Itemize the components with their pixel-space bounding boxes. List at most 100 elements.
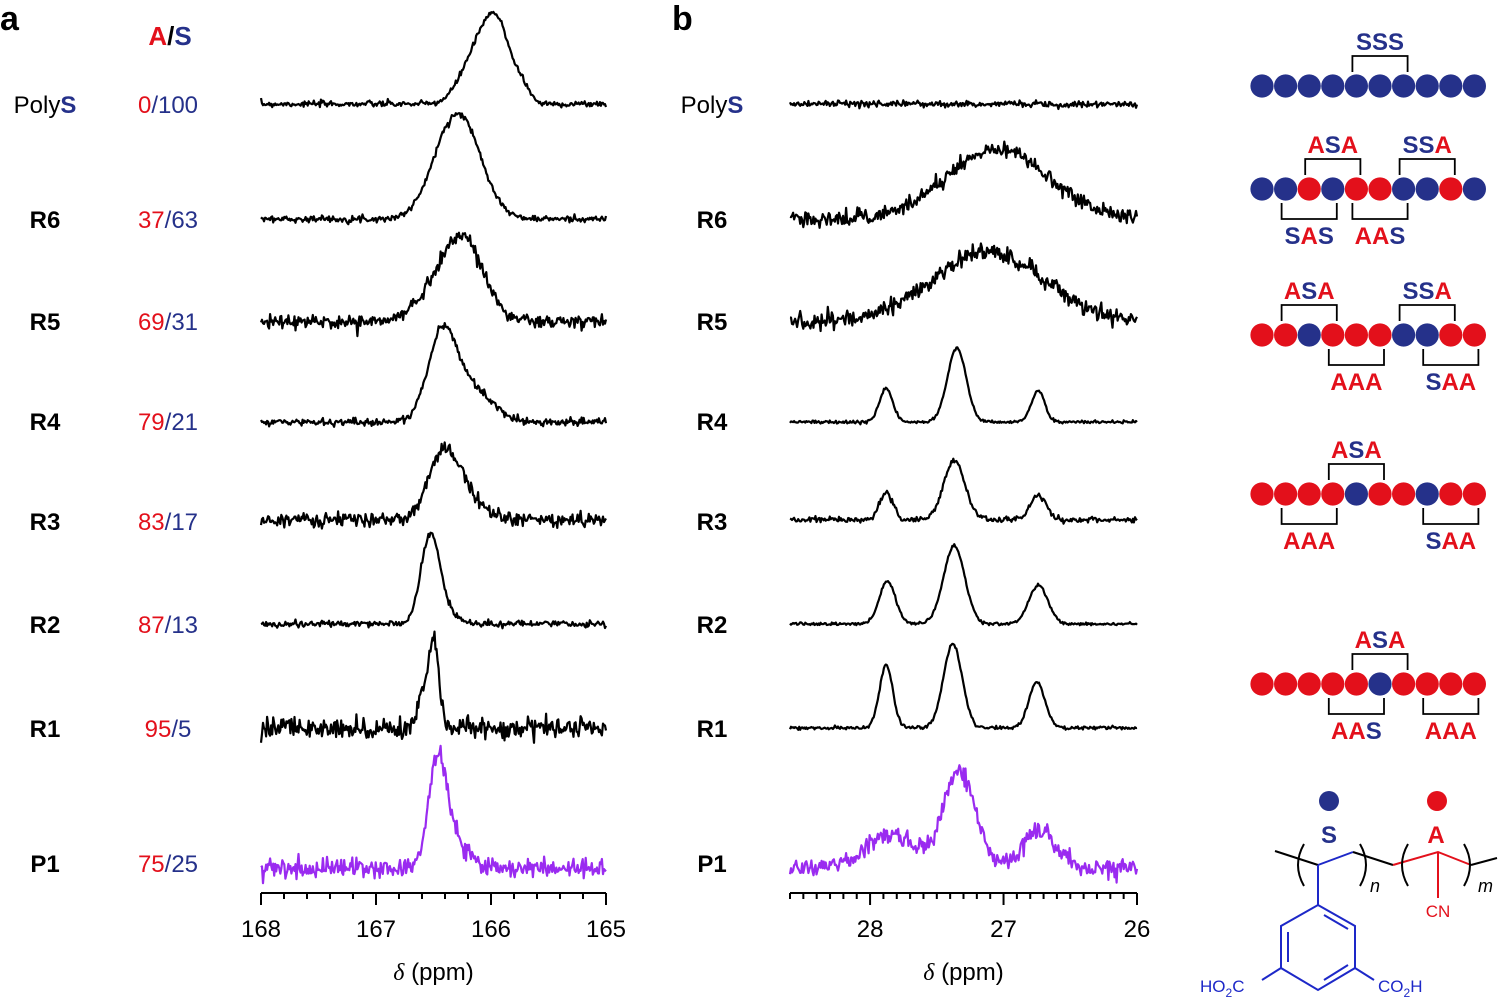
sequence-5: ASA AAS AAA xyxy=(1250,627,1486,745)
sequence-2: ASA SSA SAS AAS xyxy=(1250,132,1486,250)
ring-double-bonds xyxy=(1287,914,1349,981)
a-bead xyxy=(1368,177,1392,201)
triad-label: AAA xyxy=(1425,718,1477,745)
a-bead xyxy=(1297,482,1321,506)
triad-bracket-bottom xyxy=(1280,508,1338,525)
spectrum-b-r4 xyxy=(789,346,1138,426)
triad-bracket-bottom xyxy=(1280,203,1338,220)
sample-label-b-r3: R3 xyxy=(697,509,728,536)
triad-bracket-bottom xyxy=(1422,349,1480,366)
triad-label: ASA xyxy=(1355,627,1406,654)
ratio-p1: 75/25 xyxy=(138,851,198,878)
sample-label-b-r6: R6 xyxy=(697,207,728,234)
a-bead xyxy=(1250,672,1274,696)
ratio-r2: 87/13 xyxy=(138,612,198,639)
s-bead xyxy=(1274,177,1298,201)
x-axis-label-a: δ (ppm) xyxy=(393,959,474,986)
a-bead xyxy=(1439,672,1463,696)
backbone-left-bond xyxy=(1274,850,1319,866)
ratio-r5: 69/31 xyxy=(138,309,198,336)
triad-label: SSS xyxy=(1356,29,1404,56)
triad-label: SSA xyxy=(1403,278,1452,305)
tick-label-a-166: 166 xyxy=(471,916,511,943)
spectrum-a-r5 xyxy=(259,231,608,338)
s-bead xyxy=(1462,177,1486,201)
s-bead xyxy=(1250,177,1274,201)
sequence-1: SSS xyxy=(1250,29,1486,98)
panel-letter-b: b xyxy=(672,0,693,38)
a-bead xyxy=(1344,672,1368,696)
spectrum-a-r6 xyxy=(260,112,608,226)
s-bead xyxy=(1392,323,1416,347)
styrene-backbone-bond xyxy=(1317,851,1354,866)
s-bead xyxy=(1321,177,1345,201)
triad-bracket-bottom xyxy=(1351,203,1409,220)
spectrum-b-r6 xyxy=(789,140,1139,229)
a-bead xyxy=(1250,323,1274,347)
tick-label-b-28: 28 xyxy=(857,916,884,943)
sample-label-b-polys: PolyS xyxy=(681,92,744,119)
s-bead xyxy=(1392,74,1416,98)
s-bead xyxy=(1368,672,1392,696)
a-bead xyxy=(1439,177,1463,201)
s-bead xyxy=(1297,323,1321,347)
sample-label-b-r4: R4 xyxy=(697,409,728,436)
tick-label-b-27: 27 xyxy=(990,916,1017,943)
a-bead xyxy=(1321,672,1345,696)
sample-label-b-r1: R1 xyxy=(697,716,728,743)
sample-label-b-p1: P1 xyxy=(697,851,726,878)
s-bead xyxy=(1321,74,1345,98)
sample-label-b-r5: R5 xyxy=(697,309,728,336)
s-bead xyxy=(1439,74,1463,98)
nitrile-label: CN xyxy=(1426,902,1451,921)
s-monomer-label: S xyxy=(1321,822,1337,849)
sample-label-a-r4: R4 xyxy=(30,409,61,436)
spectrum-a-p1 xyxy=(260,744,607,885)
ratio-header-a: A xyxy=(148,21,167,51)
tick-label-a-168: 168 xyxy=(241,916,281,943)
right-carboxyl-label: CO2H xyxy=(1378,977,1422,1000)
spectrum-b-r5 xyxy=(789,242,1138,333)
spectrum-a-polys xyxy=(259,10,608,109)
repeat-m: m xyxy=(1478,876,1493,896)
ratio-r4: 79/21 xyxy=(138,409,198,436)
sample-label-a-r1: R1 xyxy=(30,716,61,743)
backbone-right-bond xyxy=(1470,857,1498,866)
left-carboxyl-bond xyxy=(1261,967,1282,981)
bracket-n-open xyxy=(1297,843,1305,887)
triad-label: SAA xyxy=(1425,369,1476,396)
s-bead xyxy=(1415,323,1439,347)
a-bead xyxy=(1297,177,1321,201)
tick-label-b-26: 26 xyxy=(1124,916,1151,943)
s-bead xyxy=(1344,482,1368,506)
sample-label-a-r2: R2 xyxy=(30,612,61,639)
a-bead xyxy=(1344,177,1368,201)
a-bead xyxy=(1321,482,1345,506)
panel-a: PolyS 0/100 R6 37/63 R5 69/31 R4 79/21 R3 83/17 R2… xyxy=(14,10,626,986)
polymer-structure: S A n m CN HO2C CO2H xyxy=(1200,791,1498,1000)
s-bead xyxy=(1297,74,1321,98)
s-bead xyxy=(1415,74,1439,98)
a-bead xyxy=(1368,323,1392,347)
spectrum-b-polys xyxy=(788,99,1139,111)
sample-label-a-r6: R6 xyxy=(30,207,61,234)
triad-label: ASA xyxy=(1284,278,1335,305)
a-bead xyxy=(1321,323,1345,347)
s-bead xyxy=(1344,74,1368,98)
a-monomer-label: A xyxy=(1427,822,1444,849)
triad-label: ASA xyxy=(1307,132,1358,159)
tick-label-a-167: 167 xyxy=(356,916,396,943)
a-bead xyxy=(1297,672,1321,696)
spectrum-b-r1 xyxy=(788,642,1138,731)
bracket-n-close xyxy=(1359,843,1367,887)
a-bead xyxy=(1392,672,1416,696)
a-bead xyxy=(1344,323,1368,347)
a-bead xyxy=(1274,672,1298,696)
s-bead xyxy=(1415,482,1439,506)
ratio-header-s: S xyxy=(174,21,191,51)
spectrum-a-r1 xyxy=(259,630,608,744)
s-bead xyxy=(1392,177,1416,201)
triad-bracket-bottom xyxy=(1422,508,1480,525)
ratio-r1: 95/5 xyxy=(145,716,192,743)
